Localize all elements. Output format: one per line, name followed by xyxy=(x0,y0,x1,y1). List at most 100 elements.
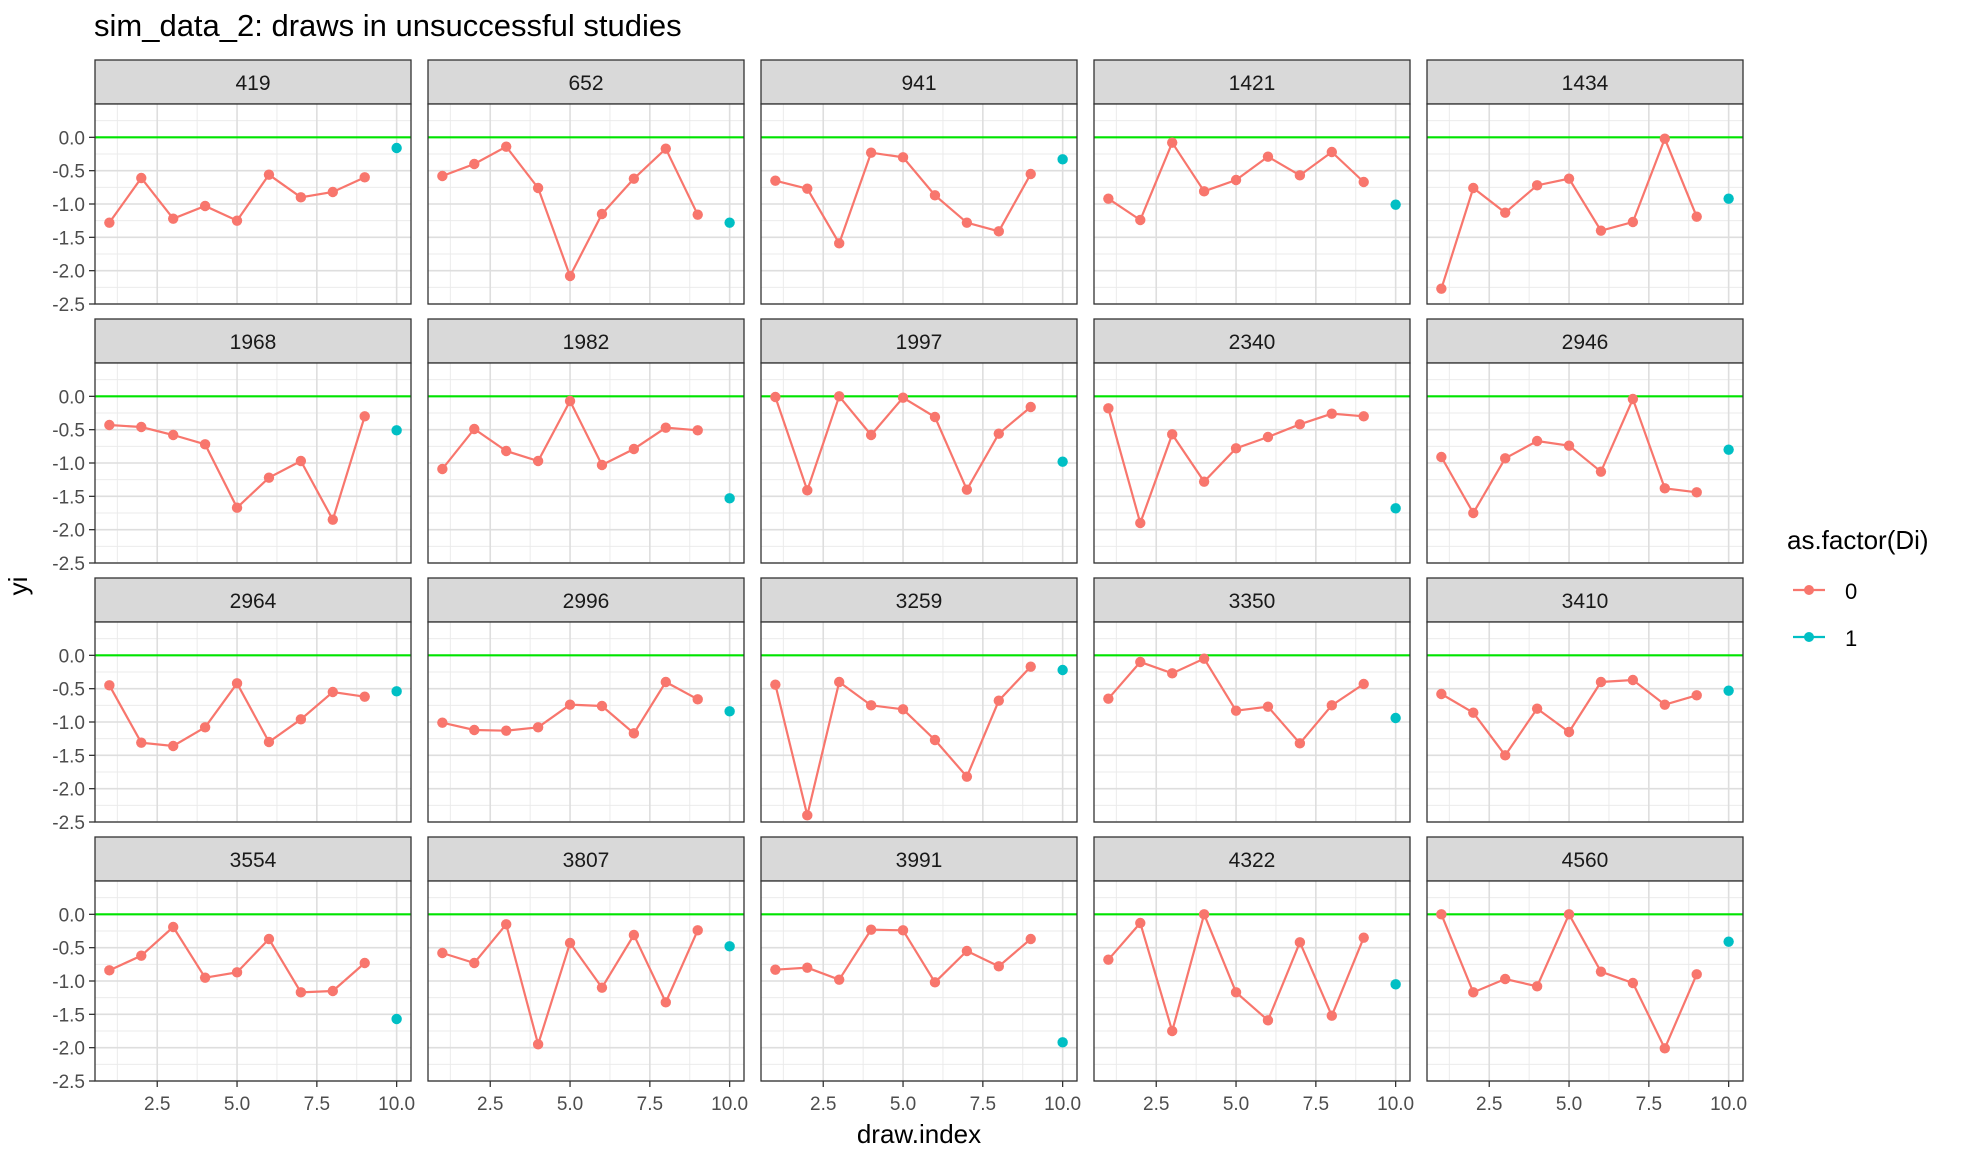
series-1-point xyxy=(1057,1037,1068,1048)
series-0-point xyxy=(359,957,370,969)
y-tick-label: 0.0 xyxy=(59,646,85,667)
x-tick-label: 7.5 xyxy=(1636,1094,1662,1115)
facet-label: 3991 xyxy=(896,849,943,872)
facet-strip xyxy=(94,59,412,105)
series-1-point xyxy=(1057,154,1068,165)
facet-panel: 3350 xyxy=(1093,577,1411,823)
y-tick-label: -2.5 xyxy=(52,295,85,316)
series-0-point xyxy=(327,985,338,997)
series-0-point xyxy=(1167,668,1178,679)
x-tick-label: 7.5 xyxy=(970,1094,996,1115)
series-0-point xyxy=(263,736,275,748)
facet-label: 3410 xyxy=(1562,590,1609,613)
panel-border xyxy=(1093,362,1411,564)
series-1-point xyxy=(1390,712,1401,724)
series-0-point xyxy=(1531,435,1543,447)
facet-label: 3554 xyxy=(230,849,277,872)
facet-label: 1982 xyxy=(563,331,610,354)
x-tick-label: 7.5 xyxy=(637,1094,663,1115)
series-0-point xyxy=(897,392,909,403)
series-0-point xyxy=(1025,661,1036,672)
series-0-point xyxy=(993,226,1004,237)
facet-strip xyxy=(1426,836,1744,882)
legend-label-0: 0 xyxy=(1845,579,1857,604)
series-0-point xyxy=(596,459,608,471)
series-0-point xyxy=(1531,180,1543,191)
series-0-point xyxy=(1659,1043,1670,1054)
series-0-point xyxy=(865,429,877,441)
series-0-point xyxy=(1230,443,1242,454)
facet-label: 1434 xyxy=(1562,72,1609,95)
series-1-point xyxy=(1390,979,1401,990)
y-tick-label: -0.5 xyxy=(52,421,85,442)
series-0-point xyxy=(1691,487,1702,498)
series-0-point xyxy=(199,972,211,983)
series-1-point xyxy=(724,706,735,717)
series-0-point xyxy=(437,947,448,959)
panel-border xyxy=(760,103,1078,305)
facet-panel: 2996 xyxy=(427,577,745,823)
facet-panel: 3807 2.5 5.0 7.5 10.0 xyxy=(427,836,748,1115)
y-tick-label: -1.5 xyxy=(52,746,85,767)
panel-border xyxy=(1093,621,1411,823)
series-0-point xyxy=(993,695,1004,706)
x-tick-label: 10.0 xyxy=(1710,1094,1747,1115)
series-1-point xyxy=(1390,199,1401,210)
series-0-point xyxy=(929,977,941,988)
legend-key-1-point xyxy=(1804,632,1814,642)
series-0-point xyxy=(263,933,275,945)
series-0-point xyxy=(993,961,1004,972)
x-tick-label: 7.5 xyxy=(1303,1094,1329,1115)
facet-strip xyxy=(760,59,1078,105)
series-0-point xyxy=(1103,954,1114,965)
legend: as.factor(Di) 0 1 xyxy=(1787,525,1929,651)
legend-entry-0: 0 xyxy=(1793,579,1857,604)
facet-panel: 419 0.0 -0.5 -1.0 -1.5 -2.0 -2.5 xyxy=(52,59,412,316)
facet-strip xyxy=(1093,836,1411,882)
series-0-point xyxy=(359,691,370,702)
series-1-point xyxy=(1057,456,1068,467)
facet-panel: 652 xyxy=(427,59,745,305)
series-0-point xyxy=(1627,393,1639,405)
series-0-point xyxy=(437,717,448,728)
facet-strip xyxy=(760,318,1078,364)
series-0-point xyxy=(231,678,243,689)
facet-label: 4560 xyxy=(1562,849,1609,872)
y-tick-label: -1.0 xyxy=(52,454,85,475)
series-0-point xyxy=(1135,917,1146,929)
series-0-point xyxy=(199,722,211,733)
panel-border xyxy=(760,362,1078,564)
x-tick-label: 5.0 xyxy=(557,1094,583,1115)
facet-strip xyxy=(760,577,1078,623)
series-0-point xyxy=(1262,431,1274,443)
series-0-point xyxy=(1531,981,1543,992)
series-1-point xyxy=(391,686,402,697)
series-0-point xyxy=(1198,909,1210,920)
series-0-point xyxy=(104,680,115,691)
x-tick-label: 5.0 xyxy=(224,1094,250,1115)
series-0-point xyxy=(1691,211,1702,222)
series-1-point xyxy=(1723,444,1734,455)
legend-key-0-point xyxy=(1804,585,1814,595)
facet-label: 3259 xyxy=(896,590,943,613)
x-tick-label: 7.5 xyxy=(304,1094,330,1115)
series-0-point xyxy=(1500,973,1511,985)
facet-strip xyxy=(760,836,1078,882)
facet-panel: 3410 xyxy=(1426,577,1744,823)
series-0-point xyxy=(231,967,243,978)
series-0-point xyxy=(1468,987,1479,998)
series-0-point xyxy=(295,192,307,203)
series-0-point xyxy=(1500,750,1511,761)
series-0-point xyxy=(802,810,813,821)
y-tick-label: 0.0 xyxy=(59,905,85,926)
series-0-point xyxy=(1468,507,1479,519)
series-0-point xyxy=(564,937,576,949)
series-0-point xyxy=(802,485,813,496)
facet-label: 941 xyxy=(901,72,936,95)
series-0-point xyxy=(1358,932,1369,943)
facet-panel: 2340 xyxy=(1093,318,1411,564)
series-0-point xyxy=(1563,726,1575,738)
series-0-point xyxy=(1358,411,1369,422)
x-axis-label: draw.index xyxy=(857,1119,981,1149)
series-0-point xyxy=(564,395,576,407)
